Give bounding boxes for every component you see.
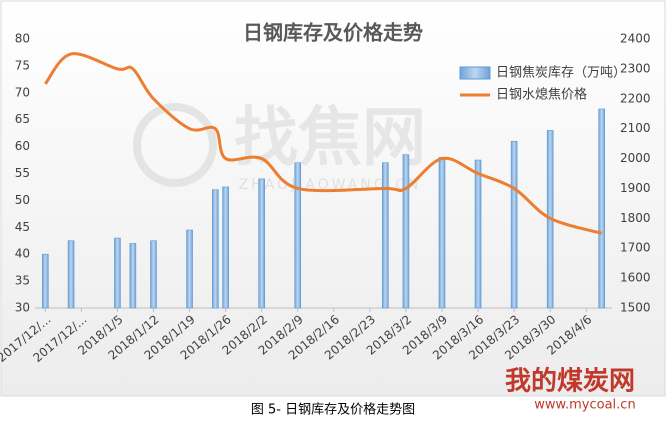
legend-swatch bbox=[459, 66, 491, 80]
y-tick-label: 40 bbox=[15, 247, 30, 261]
bar bbox=[114, 237, 121, 309]
y-tick-label: 30 bbox=[15, 301, 30, 315]
y2-tick-label: 2100 bbox=[620, 121, 651, 135]
y2-tick-label: 1600 bbox=[620, 271, 651, 285]
chart-title: 日钢库存及价格走势 bbox=[243, 21, 423, 45]
bar bbox=[222, 186, 229, 309]
y2-tick-label: 1700 bbox=[620, 241, 651, 255]
bar bbox=[186, 229, 193, 309]
y-tick-label: 45 bbox=[15, 220, 30, 234]
bar bbox=[402, 154, 410, 309]
legend-label: 日钢焦炭库存（万吨） bbox=[496, 65, 626, 81]
bar bbox=[474, 159, 482, 309]
y-tick-label: 55 bbox=[15, 166, 30, 180]
y-tick-label: 60 bbox=[15, 139, 30, 153]
y-tick-label: 65 bbox=[15, 112, 30, 126]
y-tick-label: 75 bbox=[15, 58, 30, 72]
bar bbox=[212, 189, 219, 309]
watermark: www.mycoal.cn bbox=[534, 398, 635, 413]
watermark: 我的煤炭网 bbox=[505, 366, 635, 397]
y2-tick-label: 1800 bbox=[620, 211, 651, 225]
bar bbox=[67, 240, 75, 309]
y-tick-label: 80 bbox=[15, 32, 30, 46]
y-tick-label: 35 bbox=[15, 274, 30, 288]
y-tick-label: 70 bbox=[15, 85, 30, 99]
y2-tick-label: 1900 bbox=[620, 181, 651, 195]
bar bbox=[510, 140, 518, 309]
bar bbox=[150, 240, 157, 309]
watermark-logo bbox=[133, 103, 217, 187]
y-tick-label: 50 bbox=[15, 193, 30, 207]
bar bbox=[598, 108, 605, 309]
caption: 图 5- 日钢库存及价格走势图 bbox=[251, 402, 415, 418]
bar bbox=[42, 253, 49, 309]
watermark: 找焦网 bbox=[234, 102, 426, 176]
y2-tick-label: 2200 bbox=[620, 91, 651, 105]
line bbox=[44, 52, 603, 235]
bar bbox=[438, 157, 446, 309]
y2-tick-label: 1500 bbox=[620, 301, 651, 315]
y2-tick-label: 2300 bbox=[620, 61, 651, 75]
y2-tick-label: 2400 bbox=[620, 32, 651, 46]
bar bbox=[382, 162, 389, 309]
legend-label: 日钢水熄焦价格 bbox=[496, 87, 587, 103]
bar bbox=[294, 162, 302, 309]
bar bbox=[258, 178, 265, 309]
bar bbox=[129, 243, 137, 309]
y2-tick-label: 2000 bbox=[620, 151, 651, 165]
